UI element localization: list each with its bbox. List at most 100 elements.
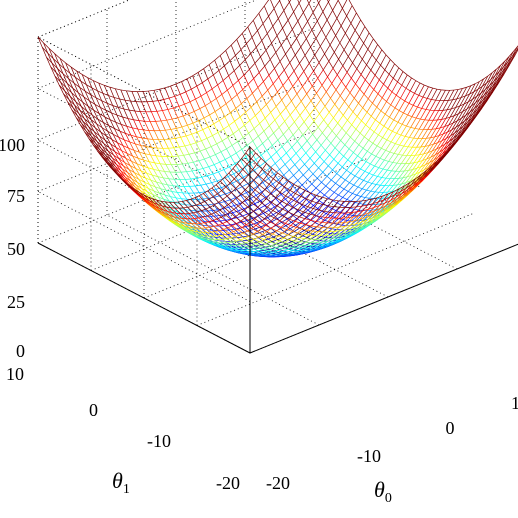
mesh-segment — [354, 219, 361, 222]
mesh-segment — [416, 138, 423, 148]
mesh-segment — [408, 162, 415, 171]
mesh-segment — [404, 182, 411, 187]
mesh-segment — [147, 167, 153, 176]
mesh-segment — [237, 229, 244, 234]
mesh-segment — [208, 59, 215, 65]
mesh-segment — [137, 91, 142, 103]
mesh-segment — [120, 124, 126, 134]
mesh-segment — [275, 44, 282, 53]
mesh-segment — [337, 114, 344, 124]
mesh-segment — [173, 216, 180, 222]
mesh-segment — [286, 198, 292, 205]
mesh-segment — [386, 131, 393, 141]
mesh-segment — [354, 208, 359, 211]
mesh-segment — [80, 81, 86, 92]
mesh-segment — [216, 178, 223, 182]
mesh-segment — [238, 232, 244, 236]
mesh-segment — [295, 225, 301, 229]
mesh-segment — [361, 217, 366, 223]
mesh-segment — [368, 139, 374, 144]
mesh-segment — [321, 196, 328, 200]
mesh-segment — [258, 13, 264, 24]
mesh-segment — [160, 163, 166, 165]
mesh-segment — [229, 163, 236, 168]
mesh-segment — [219, 230, 226, 235]
mesh-segment — [362, 219, 368, 225]
mesh-segment — [170, 129, 176, 139]
mesh-segment — [435, 89, 442, 101]
mesh-segment — [311, 86, 317, 94]
mesh-segment — [456, 97, 462, 100]
mesh-segment — [47, 52, 53, 64]
mesh-segment — [459, 115, 467, 125]
mesh-segment — [282, 78, 289, 86]
mesh-segment — [216, 233, 222, 239]
mesh-segment — [306, 29, 313, 39]
mesh-segment — [431, 160, 438, 166]
mesh-segment — [171, 191, 178, 193]
mesh-segment — [176, 214, 181, 221]
mesh-segment — [238, 247, 245, 251]
mesh-segment — [245, 106, 252, 113]
mesh-segment — [159, 208, 166, 214]
mesh-segment — [175, 197, 182, 200]
mesh-segment — [174, 207, 181, 214]
mesh-segment — [145, 111, 151, 122]
mesh-segment — [282, 232, 288, 236]
mesh-segment — [268, 68, 275, 76]
mesh-segment — [434, 135, 440, 138]
mesh-segment — [211, 84, 218, 90]
mesh-segment — [402, 146, 409, 156]
mesh-segment — [273, 132, 279, 141]
mesh-segment — [232, 80, 239, 86]
mesh-segment — [122, 145, 128, 154]
mesh-segment — [132, 155, 139, 159]
mesh-segment — [318, 209, 325, 212]
mesh-segment — [385, 170, 392, 179]
mesh-segment — [430, 136, 435, 139]
mesh-segment — [497, 66, 504, 77]
mesh-segment — [203, 114, 210, 119]
mesh-segment — [145, 177, 152, 181]
mesh-segment — [431, 128, 437, 130]
mesh-segment — [351, 155, 358, 164]
mesh-segment — [169, 138, 176, 140]
mesh-segment — [251, 244, 258, 248]
mesh-segment — [112, 105, 119, 108]
mesh-segment — [323, 161, 329, 167]
mesh-segment — [266, 245, 272, 249]
mesh-segment — [195, 142, 201, 152]
mesh-segment — [134, 110, 141, 112]
mesh-segment — [174, 138, 180, 148]
mesh-segment — [189, 186, 195, 194]
mesh-segment — [398, 185, 405, 190]
mesh-segment — [445, 129, 453, 139]
mesh-segment — [387, 87, 393, 93]
mesh-segment — [388, 73, 394, 79]
mesh-segment — [282, 27, 288, 38]
mesh-segment — [65, 62, 71, 74]
mesh-segment — [350, 68, 358, 79]
mesh-segment — [363, 42, 369, 50]
mesh-segment — [352, 226, 358, 231]
mesh-segment — [336, 212, 342, 219]
mesh-segment — [365, 198, 372, 201]
mesh-segment — [204, 222, 210, 228]
mesh-segment — [297, 0, 300, 4]
mesh-segment — [131, 178, 137, 185]
mesh-segment — [342, 214, 349, 220]
mesh-segment — [197, 211, 204, 218]
mesh-segment — [375, 148, 382, 157]
mesh-segment — [204, 156, 211, 160]
mesh-segment — [157, 196, 164, 200]
mesh-segment — [221, 185, 228, 188]
mesh-segment — [418, 160, 423, 163]
mesh-segment — [101, 100, 108, 104]
mesh-segment — [343, 217, 348, 223]
mesh-segment — [438, 100, 445, 111]
mesh-segment — [250, 101, 257, 108]
mesh-segment — [142, 185, 149, 189]
mesh-segment — [153, 168, 160, 171]
mesh-segment — [238, 231, 245, 234]
